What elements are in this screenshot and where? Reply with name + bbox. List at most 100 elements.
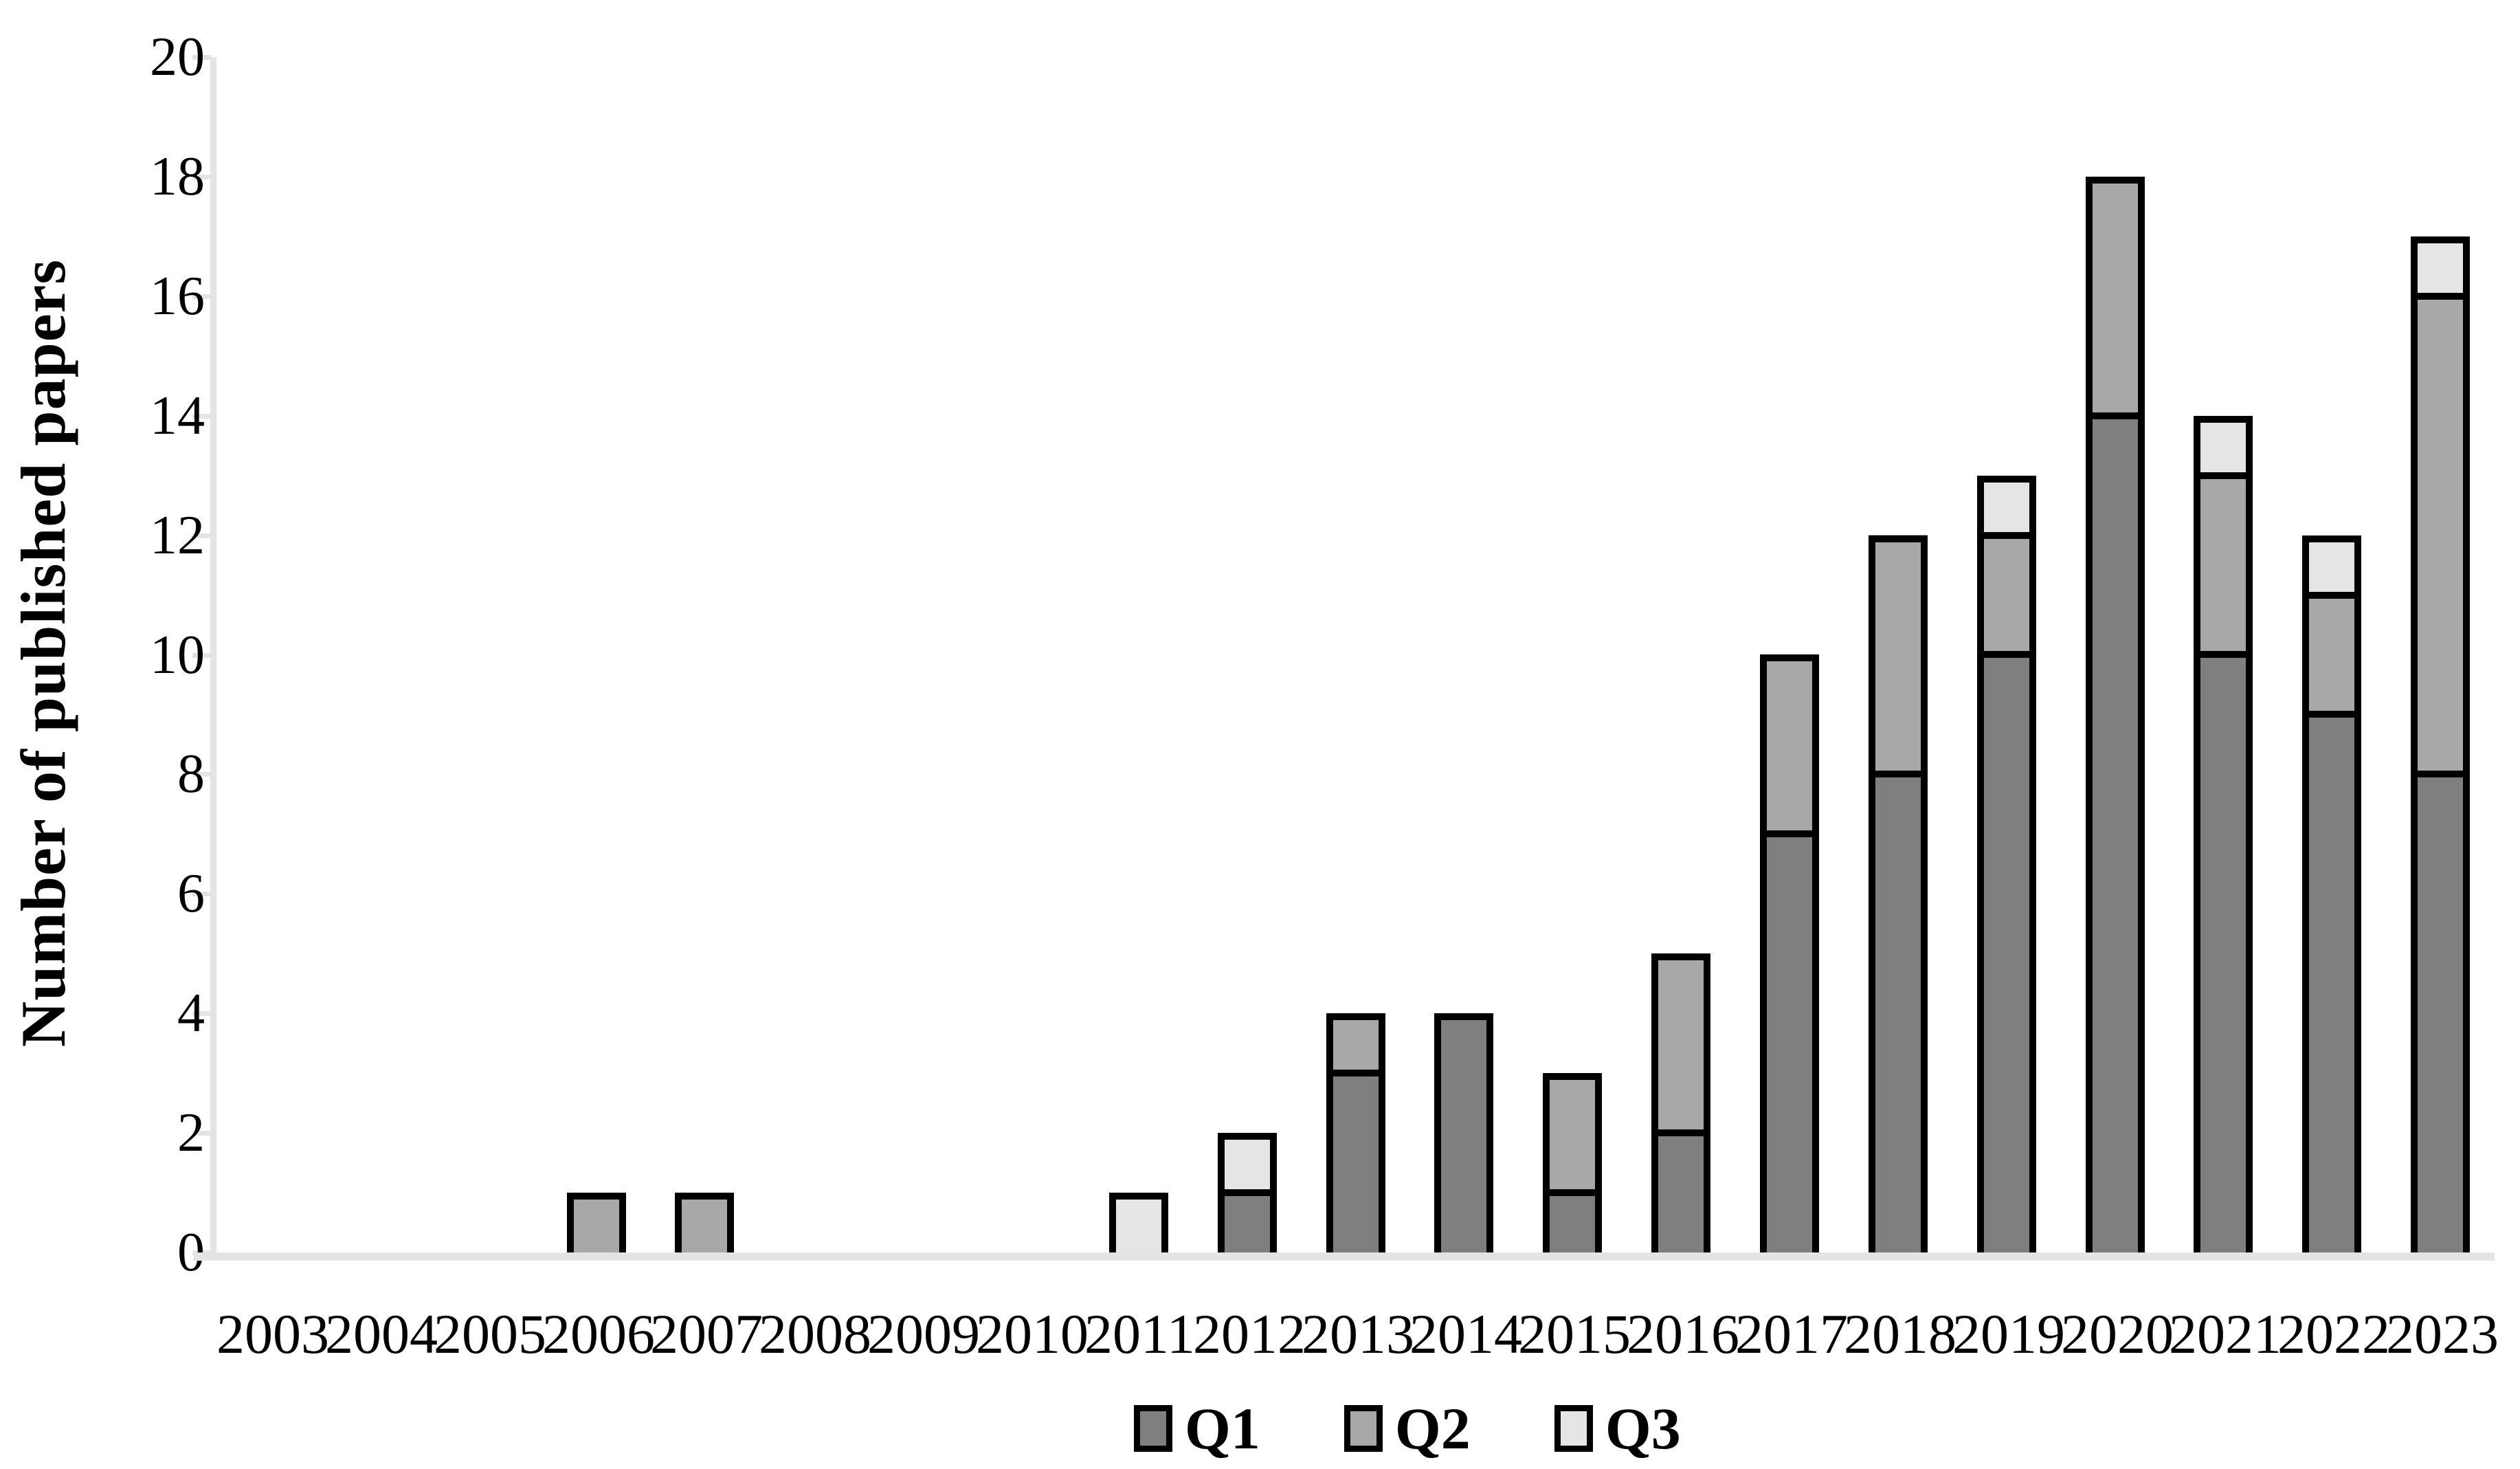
y-axis-tick-label: 16 <box>150 265 205 327</box>
y-axis-tick-label: 18 <box>150 146 205 207</box>
bar-segment-divider <box>1326 1070 1385 1076</box>
bar-segment-q1 <box>1977 654 2036 1252</box>
bar-segment-divider <box>2302 592 2361 599</box>
x-axis-label-2009: 2009 <box>867 1303 980 1365</box>
bar-2023 <box>2411 236 2470 1252</box>
bar-outline <box>2302 535 2361 1252</box>
y-axis-tick-label: 0 <box>177 1222 205 1283</box>
legend-item-label: Q3 <box>1605 1395 1681 1461</box>
x-axis-label-2022: 2022 <box>2277 1303 2390 1365</box>
x-axis-label-2007: 2007 <box>650 1303 763 1365</box>
x-axis-label-2011: 2011 <box>1084 1303 1195 1365</box>
legend-item-q3: Q3 <box>1554 1394 1681 1463</box>
bar-segment-q2 <box>675 1193 734 1252</box>
y-axis-tick-label: 20 <box>150 27 205 87</box>
bar-segment-q3 <box>2194 416 2253 476</box>
bar-outline <box>1326 1013 1385 1252</box>
bar-segment-q2 <box>1869 535 1928 774</box>
y-axis-tick <box>192 413 212 419</box>
bar-outline <box>1651 953 1710 1252</box>
bar-2012 <box>1218 1133 1277 1252</box>
legend-item-label: Q1 <box>1185 1395 1260 1461</box>
y-axis-tick-label: 10 <box>150 624 205 685</box>
bar-segment-q2 <box>2411 296 2470 774</box>
legend-swatch-q2 <box>1343 1404 1383 1452</box>
bar-2014 <box>1434 1013 1493 1252</box>
bar-outline <box>1218 1133 1277 1252</box>
bar-segment-q2 <box>1977 535 2036 654</box>
y-axis-tick-label: 14 <box>150 385 205 446</box>
bar-2007 <box>675 1193 734 1252</box>
y-axis-tick <box>192 533 212 538</box>
bar-segment-divider <box>1977 651 2036 658</box>
bar-segment-divider <box>2411 771 2470 777</box>
bar-segment-q3 <box>1218 1133 1277 1193</box>
bar-segment-q2 <box>2302 595 2361 714</box>
bar-2020 <box>2086 177 2145 1252</box>
bar-segment-q1 <box>2086 416 2145 1252</box>
x-axis-label-2023: 2023 <box>2386 1303 2499 1365</box>
x-axis-label-2016: 2016 <box>1627 1303 1739 1365</box>
legend-item-label: Q2 <box>1394 1395 1471 1461</box>
y-axis-tick <box>192 174 212 179</box>
x-axis-label-2006: 2006 <box>542 1303 655 1365</box>
bar-segment-divider <box>1543 1189 1602 1196</box>
x-axis-label-2019: 2019 <box>1952 1303 2065 1365</box>
x-axis-label-2017: 2017 <box>1735 1303 1848 1365</box>
y-axis-tick-label: 12 <box>150 505 205 566</box>
bar-2019 <box>1977 476 2036 1252</box>
bar-2006 <box>567 1193 626 1252</box>
bar-segment-q1 <box>1760 834 1819 1252</box>
bar-outline <box>1760 654 1819 1252</box>
bar-2015 <box>1543 1073 1602 1252</box>
legend-swatch-q1 <box>1134 1404 1172 1452</box>
bar-segment-divider <box>2194 651 2253 658</box>
bar-segment-divider <box>2194 472 2253 479</box>
y-axis-tick-label: 4 <box>177 983 205 1044</box>
bar-2022 <box>2302 535 2361 1252</box>
bar-segment-divider <box>1651 1129 1710 1136</box>
bar-outline <box>1869 535 1928 1252</box>
x-axis-label-2020: 2020 <box>2061 1303 2174 1365</box>
y-axis-tick <box>192 652 212 658</box>
bar-segment-divider <box>1218 1189 1277 1196</box>
bar-2016 <box>1651 953 1710 1252</box>
legend-item-q2: Q2 <box>1343 1394 1471 1463</box>
bar-segment-divider <box>1869 771 1928 777</box>
bar-segment-divider <box>2302 711 2361 718</box>
y-axis-tick <box>192 55 212 60</box>
y-axis-tick <box>192 1131 212 1136</box>
bar-segment-divider <box>1977 532 2036 539</box>
bar-outline <box>1434 1013 1493 1252</box>
legend-swatch-q3 <box>1554 1404 1593 1452</box>
x-axis-label-2012: 2012 <box>1193 1303 1306 1365</box>
bar-segment-q3 <box>2411 236 2470 296</box>
bar-outline <box>2194 416 2253 1252</box>
bar-segment-divider <box>2411 293 2470 300</box>
y-axis-tick <box>192 892 212 897</box>
bar-segment-q1 <box>1543 1193 1602 1252</box>
bar-outline <box>2411 236 2470 1252</box>
x-axis-label-2015: 2015 <box>1518 1303 1631 1365</box>
bar-2011 <box>1109 1193 1168 1252</box>
bar-segment-q2 <box>2086 177 2145 416</box>
bar-segment-q1 <box>2302 714 2361 1252</box>
bar-segment-q1 <box>1869 774 1928 1252</box>
y-axis-tick-label: 2 <box>177 1103 205 1164</box>
bar-segment-q2 <box>1543 1073 1602 1193</box>
x-axis-label-2010: 2010 <box>976 1303 1089 1365</box>
bar-outline <box>675 1193 734 1252</box>
y-axis-tick-label: 6 <box>177 863 205 925</box>
x-axis-label-2021: 2021 <box>2169 1303 2282 1365</box>
bar-outline <box>1543 1073 1602 1252</box>
bar-2018 <box>1869 535 1928 1252</box>
bar-segment-q2 <box>567 1193 626 1252</box>
x-axis-label-2014: 2014 <box>1409 1303 1522 1365</box>
y-axis-line <box>210 57 216 1252</box>
x-axis-label-2003: 2003 <box>216 1303 329 1365</box>
bar-2013 <box>1326 1013 1385 1252</box>
bar-segment-divider <box>2086 412 2145 419</box>
x-axis-label-2018: 2018 <box>1844 1303 1956 1365</box>
bar-segment-q3 <box>2302 535 2361 595</box>
bar-segment-q1 <box>1218 1193 1277 1252</box>
